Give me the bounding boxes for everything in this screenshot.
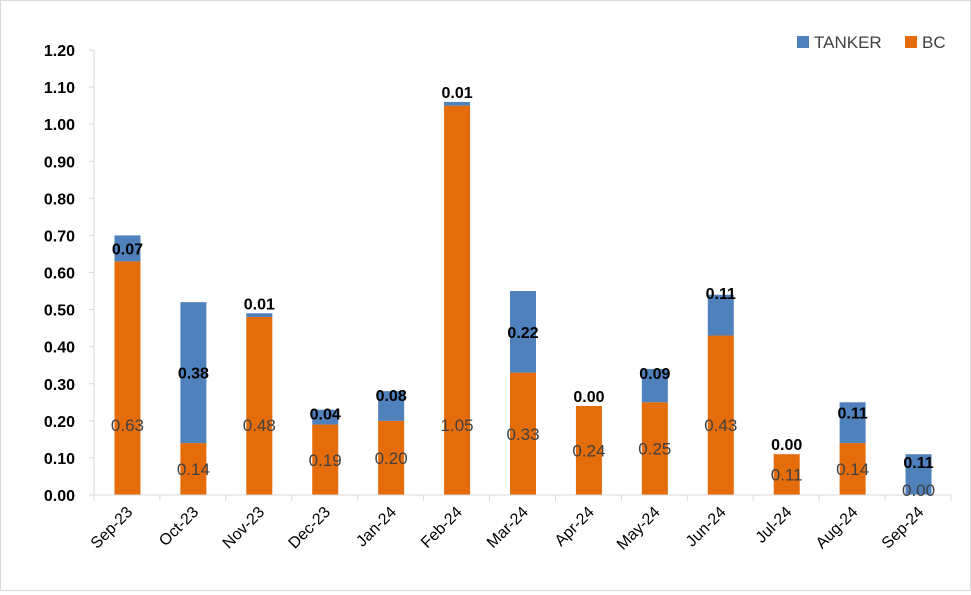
tanker-value-label: 0.01	[442, 85, 473, 102]
bar-tanker-oct-23	[180, 302, 207, 444]
bc-value-label: 0.11	[771, 466, 803, 485]
y-tick-label: 1.00	[44, 117, 75, 134]
bar-bc-jan-24	[378, 420, 405, 495]
bar-tanker-nov-23	[246, 313, 273, 317]
y-tick-label: 0.70	[44, 228, 75, 245]
x-tick-label: Jan-24	[353, 504, 400, 551]
tanker-value-label: 0.00	[573, 389, 604, 406]
x-tick-label: Jun-24	[683, 504, 730, 551]
tanker-value-label: 0.11	[706, 286, 736, 303]
bc-value-label: 0.43	[704, 416, 737, 435]
y-tick-label: 0.00	[44, 488, 75, 505]
bar-bc-apr-24	[575, 406, 602, 495]
bar-tanker-dec-23	[312, 409, 339, 425]
bc-value-label: 0.63	[111, 416, 144, 435]
y-axis: 0.00 0.10 0.20 0.30 0.40 0.50 0.60 0.70 0.80 0.90…	[44, 43, 95, 505]
bc-value-label: 1.05	[441, 416, 474, 435]
tanker-value-label: 0.38	[178, 366, 209, 383]
bc-value-label: 0.19	[309, 451, 342, 470]
x-tick-label: Apr-24	[552, 504, 598, 550]
y-tick-label: 1.20	[44, 43, 75, 60]
legend: TANKER BC	[797, 33, 946, 52]
x-tick-label: Feb-24	[418, 504, 466, 552]
bar-tanker-jan-24	[378, 391, 405, 421]
x-tick-label: Oct-23	[156, 504, 202, 550]
bar-bc-aug-24	[839, 443, 866, 495]
bar-tanker-may-24	[641, 368, 668, 403]
y-tick-label: 0.30	[44, 377, 75, 394]
bc-value-label: 0.00	[902, 481, 935, 500]
y-tick-label: 0.50	[44, 303, 75, 320]
bar-tanker-sep-23	[114, 235, 141, 262]
x-tick-label: Jul-24	[753, 504, 796, 547]
bc-value-label: 0.25	[638, 440, 671, 459]
tanker-value-label: 0.00	[771, 437, 802, 454]
bar-tanker-jun-24	[707, 294, 734, 336]
bar-bc-jun-24	[707, 335, 734, 495]
bar-bc-may-24	[641, 402, 668, 495]
bar-bc-oct-23	[180, 443, 207, 495]
bc-value-label: 0.33	[506, 425, 539, 444]
legend-swatch-bc	[905, 36, 917, 48]
tanker-value-label: 0.01	[244, 296, 275, 313]
tanker-value-label: 0.11	[837, 405, 867, 422]
data-labels-layer: 0.63 0.07 0.14 0.38 0.48 0.01 0.19 0.04 0.20 0.08…	[111, 85, 935, 500]
bar-bc-sep-23	[114, 261, 141, 495]
bc-value-label: 0.14	[177, 460, 210, 479]
bc-value-label: 0.48	[243, 416, 276, 435]
x-tick-label: Mar-24	[484, 504, 532, 552]
y-tick-label: 0.10	[44, 451, 75, 468]
bar-tanker-feb-24	[444, 101, 471, 106]
y-tick-label: 0.60	[44, 266, 75, 283]
bar-tanker-aug-24	[839, 402, 866, 444]
y-tick-label: 0.80	[44, 191, 75, 208]
bar-bc-dec-23	[312, 424, 339, 495]
tanker-value-label: 0.11	[903, 455, 933, 472]
y-tick-label: 1.10	[44, 80, 75, 97]
bars-layer	[114, 101, 932, 495]
tanker-value-label: 0.04	[310, 407, 341, 424]
legend-label-tanker: TANKER	[814, 33, 882, 52]
bar-tanker-mar-24	[510, 291, 536, 373]
bc-value-label: 0.24	[572, 442, 605, 461]
x-tick-label: May-24	[614, 504, 664, 554]
legend-label-bc: BC	[922, 33, 946, 52]
legend-swatch-tanker	[797, 36, 809, 48]
tanker-value-label: 0.09	[639, 366, 670, 383]
x-tick-label: Aug-24	[813, 504, 862, 553]
bar-tanker-sep-24	[905, 454, 932, 495]
bc-value-label: 0.20	[375, 449, 408, 468]
y-tick-label: 0.40	[44, 340, 75, 357]
x-tick-label: Sep-24	[879, 504, 928, 553]
x-tick-label: Sep-23	[88, 504, 137, 553]
bar-bc-jul-24	[773, 454, 800, 495]
bc-value-label: 0.14	[836, 460, 869, 479]
tanker-value-label: 0.07	[112, 241, 143, 258]
bar-bc-feb-24	[444, 105, 471, 495]
bar-bc-nov-23	[246, 317, 273, 495]
y-tick-label: 0.90	[44, 154, 75, 171]
tanker-value-label: 0.22	[507, 325, 538, 342]
tanker-value-label: 0.08	[376, 388, 407, 405]
y-tick-label: 0.20	[44, 414, 75, 431]
x-axis: Sep-23 Oct-23 Nov-23 Dec-23 Jan-24 Feb-24 Mar-…	[88, 494, 952, 554]
bar-bc-mar-24	[510, 372, 536, 495]
x-tick-label: Nov-23	[220, 504, 269, 553]
x-tick-label: Dec-23	[286, 504, 335, 553]
